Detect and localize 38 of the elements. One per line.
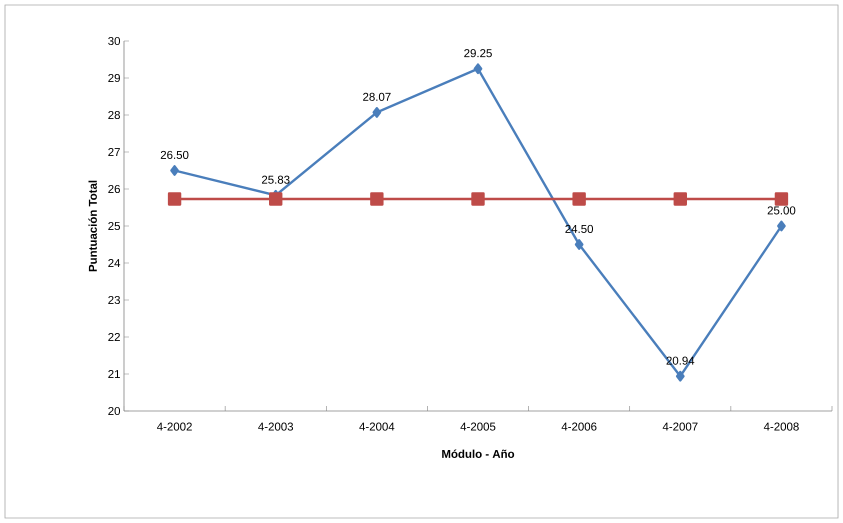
point xyxy=(574,239,584,250)
y-tick-label: 22 xyxy=(108,333,120,341)
point xyxy=(474,63,482,74)
point xyxy=(372,107,382,118)
point xyxy=(269,192,282,206)
y-axis-title: Puntuación Total xyxy=(88,180,97,272)
x-tick-label: 4-2005 xyxy=(460,422,496,431)
point xyxy=(777,220,786,232)
x-tick-label: 4-2002 xyxy=(157,422,192,431)
point xyxy=(471,192,485,206)
x-tick-label: 4-2007 xyxy=(662,422,698,431)
y-tick-label: 25 xyxy=(108,222,120,230)
y-tick-label: 27 xyxy=(108,148,120,156)
point xyxy=(170,165,179,176)
data-label: 29.25 xyxy=(464,49,492,58)
y-tick-label: 23 xyxy=(108,296,120,304)
point xyxy=(572,192,586,206)
point xyxy=(676,370,685,382)
point xyxy=(168,192,182,206)
y-tick-label: 20 xyxy=(108,406,120,416)
point xyxy=(370,192,384,206)
y-tick-label: 30 xyxy=(108,36,120,46)
x-tick-label: 4-2006 xyxy=(562,422,596,431)
y-tick-label: 28 xyxy=(108,110,120,120)
y-tick-label: 24 xyxy=(108,258,120,267)
data-label: 25.00 xyxy=(768,206,796,214)
x-tick-label: 4-2008 xyxy=(764,422,799,431)
point xyxy=(674,192,687,206)
y-tick-label: 26 xyxy=(108,184,120,194)
x-tick-label: 4-2003 xyxy=(258,422,294,431)
x-tick-label: 4-2004 xyxy=(359,422,394,431)
point xyxy=(774,192,788,206)
data-label: 25.83 xyxy=(262,176,290,184)
data-label: 26.50 xyxy=(160,150,188,159)
data-label: 28.07 xyxy=(363,92,391,101)
y-tick-label: 21 xyxy=(108,370,120,378)
y-tick-label: 29 xyxy=(108,74,120,82)
x-axis-title: Módulo - Año xyxy=(442,449,514,458)
